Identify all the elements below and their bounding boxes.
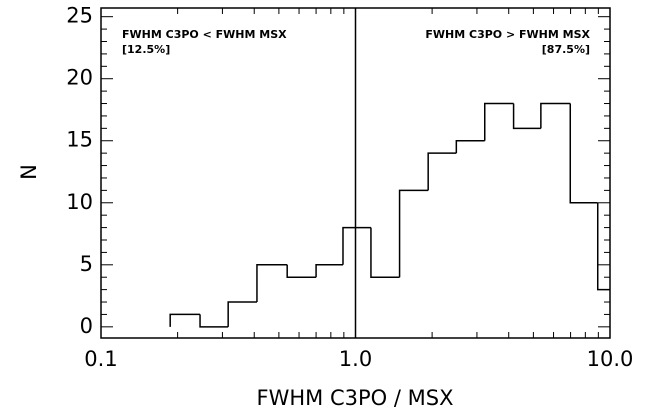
histogram-bin: [342, 226, 371, 265]
y-tick-label: 20: [66, 66, 93, 90]
histogram-bin: [596, 202, 610, 291]
annotation: [12.5%]: [122, 43, 170, 56]
x-axis-label: FWHM C3PO / MSX: [257, 386, 454, 410]
x-tick-label: 10.0: [587, 347, 634, 371]
histogram-bin: [370, 227, 400, 278]
y-tick-label: 25: [66, 4, 93, 28]
histogram-bin: [540, 102, 571, 129]
histogram-bin: [569, 103, 598, 204]
histogram-bin: [398, 189, 429, 278]
y-tick-label: 15: [66, 128, 93, 152]
y-tick-label: 10: [66, 190, 93, 214]
x-tick-label: 1.0: [339, 347, 372, 371]
histogram-bin: [315, 264, 343, 278]
x-tick-label: 0.1: [84, 347, 117, 371]
annotation: [87.5%]: [542, 43, 590, 56]
histogram-bin: [199, 314, 229, 328]
annotation: FWHM C3PO > FWHM MSX: [425, 28, 590, 41]
histogram-bin: [455, 139, 485, 154]
y-tick-label: 5: [80, 252, 93, 276]
y-axis-label: N: [17, 164, 41, 180]
histogram-bin: [427, 152, 457, 191]
annotation: FWHM C3PO < FWHM MSX: [122, 28, 287, 41]
histogram-bin: [227, 301, 257, 327]
histogram-bin: [169, 313, 201, 327]
histogram-bin: [512, 103, 541, 130]
histogram-bin: [483, 102, 514, 141]
histogram-bin: [256, 264, 288, 303]
y-tick-label: 0: [80, 314, 93, 338]
histogram-bin: [286, 264, 317, 278]
